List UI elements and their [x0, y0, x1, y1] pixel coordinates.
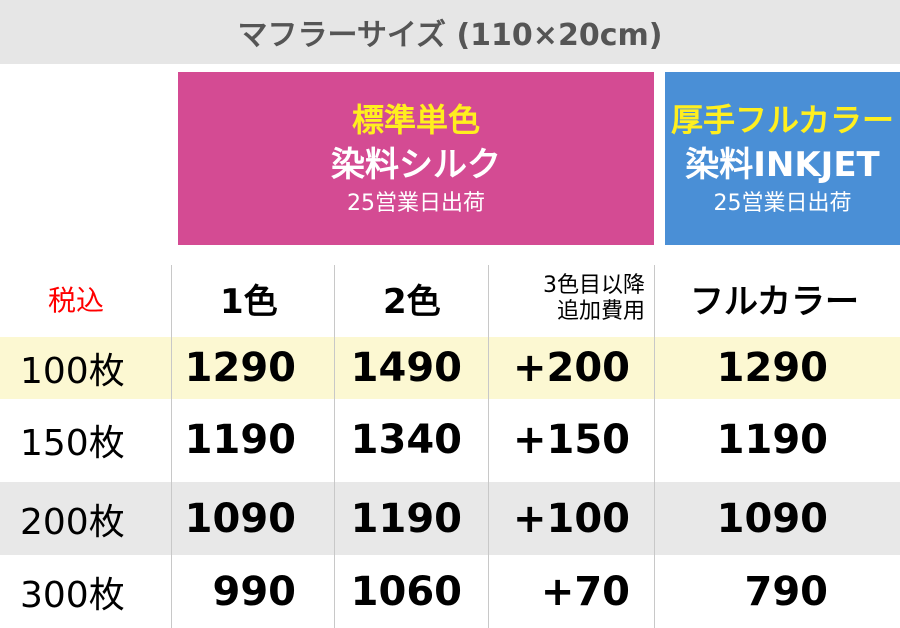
qty: 300枚 — [20, 575, 125, 616]
price-extra: +150 — [512, 417, 630, 463]
price-2color: 1060 — [350, 569, 462, 615]
price-extra: +100 — [512, 495, 630, 542]
plan-silk-method: 染料シルク — [331, 144, 501, 185]
column-divider — [334, 265, 335, 628]
qty: 100枚 — [20, 351, 125, 392]
plan-inkjet-name: 厚手フルカラー — [670, 100, 895, 139]
plan-silk-lead-time: 25営業日出荷 — [347, 190, 485, 216]
table-row: 300枚 990 1060 +70 790 — [0, 556, 900, 628]
column-divider — [488, 265, 489, 628]
plan-silk-name: 標準単色 — [351, 100, 480, 139]
col-extra: 3色目以降 追加費用 — [505, 262, 645, 335]
qty: 150枚 — [20, 423, 125, 464]
col-extra-line2: 追加費用 — [556, 298, 645, 324]
plan-inkjet: 厚手フルカラー 染料INKJET 25営業日出荷 — [665, 72, 900, 245]
column-divider — [654, 265, 655, 628]
price-2color: 1490 — [350, 345, 462, 391]
col-fullcolor: フルカラー — [690, 282, 859, 322]
col-2color: 2色 — [383, 282, 441, 322]
col-extra-line1: 3色目以降 — [543, 272, 645, 298]
qty: 200枚 — [20, 501, 125, 543]
table-row: 150枚 1190 1340 +150 1190 — [0, 399, 900, 481]
price-fullcolor: 1090 — [716, 495, 828, 542]
price-1color: 1090 — [184, 495, 296, 542]
price-1color: 1190 — [184, 417, 296, 463]
price-2color: 1190 — [350, 495, 462, 542]
price-extra: +200 — [512, 345, 630, 391]
price-1color: 990 — [212, 569, 297, 615]
col-1color: 1色 — [220, 282, 278, 322]
plan-inkjet-lead-time: 25営業日出荷 — [713, 190, 852, 216]
price-extra: +70 — [540, 569, 630, 615]
header-row: 税込 1色 2色 3色目以降 追加費用 フルカラー — [0, 262, 900, 335]
price-2color: 1340 — [350, 417, 462, 463]
plan-inkjet-method: 染料INKJET — [685, 144, 880, 185]
price-fullcolor: 790 — [744, 569, 829, 615]
price-1color: 1290 — [184, 345, 296, 391]
table-row: 200枚 1090 1190 +100 1090 — [0, 482, 900, 555]
table-row: 100枚 1290 1490 +200 1290 — [0, 337, 900, 399]
tax-label: 税込 — [48, 283, 105, 317]
plan-silk: 標準単色 染料シルク 25営業日出荷 — [178, 72, 654, 245]
price-fullcolor: 1190 — [716, 417, 828, 463]
column-divider — [171, 265, 172, 628]
price-fullcolor: 1290 — [716, 345, 828, 391]
page-title: マフラーサイズ (110×20cm) — [0, 0, 900, 64]
